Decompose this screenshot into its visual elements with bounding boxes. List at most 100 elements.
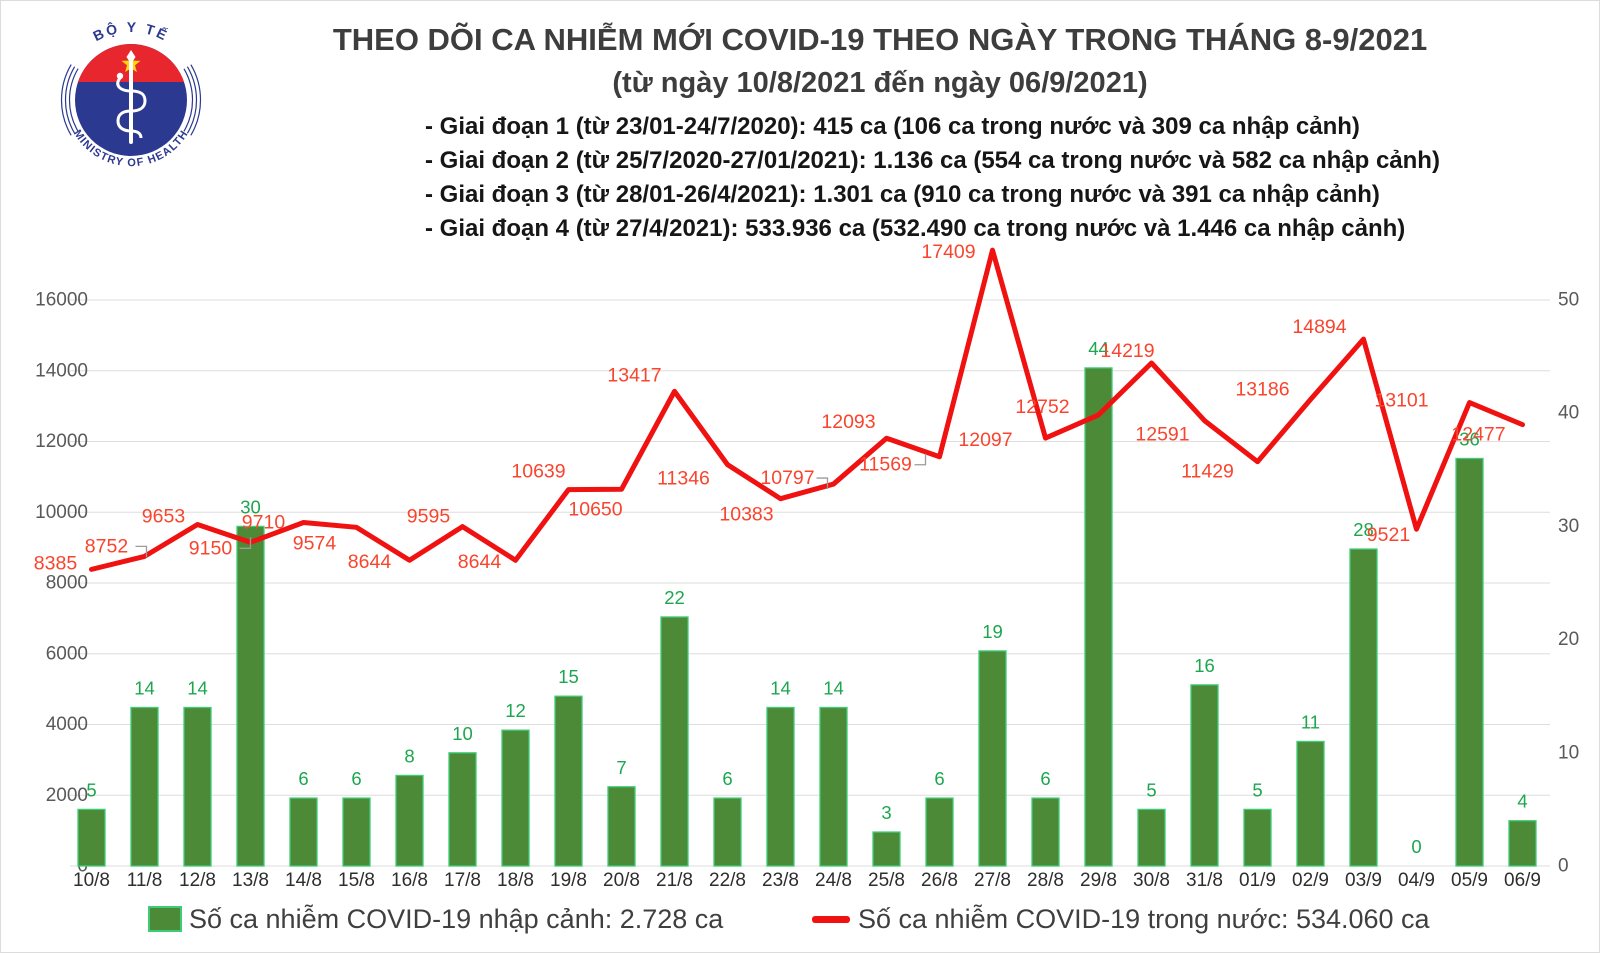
y-axis-right-label: 40 — [1558, 403, 1579, 424]
imported-bar — [1137, 808, 1166, 867]
x-axis-label: 01/9 — [1239, 870, 1276, 891]
imported-bar — [1190, 684, 1219, 867]
page-title: THEO DÕI CA NHIỄM MỚI COVID-19 THEO NGÀY… — [332, 22, 1428, 57]
imported-bar — [183, 706, 212, 867]
imported-bar-label: 5 — [1146, 779, 1156, 800]
imported-bar-label: 14 — [770, 678, 791, 699]
x-axis-label: 02/9 — [1292, 870, 1329, 891]
imported-bar-label: 14 — [187, 678, 208, 699]
imported-bar-label: 4 — [1517, 791, 1527, 812]
label-callout — [914, 453, 927, 466]
x-axis-label: 25/8 — [868, 870, 905, 891]
imported-bar-label: 8 — [404, 745, 414, 766]
imported-bar-label: 12 — [505, 700, 526, 721]
imported-bar — [1349, 548, 1378, 867]
domestic-line-label: 14894 — [1292, 316, 1346, 338]
domestic-line-label: 11429 — [1181, 461, 1234, 483]
imported-bar — [872, 831, 901, 867]
imported-bar-label: 10 — [452, 723, 473, 744]
y-axis-right-label: 20 — [1558, 629, 1579, 650]
imported-bar — [1031, 797, 1060, 867]
logo-side-arcs — [60, 29, 202, 171]
imported-bar — [1084, 367, 1113, 867]
x-axis-label: 27/8 — [974, 870, 1011, 891]
x-axis-label: 05/9 — [1451, 870, 1488, 891]
x-axis-label: 14/8 — [285, 870, 322, 891]
domestic-line-label: 12477 — [1451, 424, 1505, 446]
domestic-line-label: 9574 — [293, 532, 337, 554]
imported-bar-label: 16 — [1194, 655, 1215, 676]
imported-bar — [501, 729, 530, 867]
x-axis-label: 04/9 — [1398, 870, 1435, 891]
x-axis-label: 31/8 — [1186, 870, 1223, 891]
imported-bar — [1243, 808, 1272, 867]
y-axis-left-label: 2000 — [46, 785, 88, 806]
x-axis-label: 23/8 — [762, 870, 799, 891]
imported-bar-label: 44 — [1088, 338, 1109, 359]
domestic-line-label: 8644 — [458, 551, 502, 573]
imported-bar — [289, 797, 318, 867]
x-axis-label: 15/8 — [338, 870, 375, 891]
imported-bar — [342, 797, 371, 867]
legend-imported: Số ca nhiễm COVID-19 nhập cảnh: 2.728 ca — [148, 899, 723, 939]
imported-bar-label: 15 — [558, 666, 579, 687]
imported-bar-label: 3 — [881, 802, 891, 823]
phase-line-2: - Giai đoạn 2 (từ 25/7/2020-27/01/2021):… — [425, 147, 1440, 174]
domestic-line-label: 9595 — [407, 506, 451, 528]
domestic-line-label: 17409 — [921, 241, 975, 263]
x-axis-label: 12/8 — [179, 870, 216, 891]
domestic-line-label: 11569 — [859, 454, 912, 476]
domestic-line-label: 8644 — [348, 551, 392, 573]
x-axis-label: 24/8 — [815, 870, 852, 891]
x-axis-label: 28/8 — [1027, 870, 1064, 891]
legend-imported-label: Số ca nhiễm COVID-19 nhập cảnh: 2.728 ca — [189, 903, 724, 934]
imported-bar — [130, 706, 159, 867]
moh-logo: BỘ Y TẾ MINISTRY OF HEALTH — [60, 19, 202, 171]
label-callout — [135, 545, 148, 558]
legend-domestic: Số ca nhiễm COVID-19 trong nước: 534.060… — [812, 899, 1430, 939]
y-axis-right-label: 30 — [1558, 516, 1579, 537]
domestic-line-label: 13101 — [1374, 390, 1428, 412]
imported-bar-label: 5 — [86, 779, 96, 800]
x-axis-label: 10/8 — [73, 870, 110, 891]
imported-bar — [978, 650, 1007, 867]
page-subtitle: (từ ngày 10/8/2021 đến ngày 06/9/2021) — [612, 67, 1148, 99]
imported-bar-label: 7 — [616, 757, 626, 778]
imported-bar-label: 14 — [823, 678, 844, 699]
x-axis-label: 22/8 — [709, 870, 746, 891]
domestic-line — [89, 247, 1525, 572]
domestic-line-label: 9710 — [242, 512, 286, 534]
imported-bar — [1508, 820, 1537, 867]
domestic-line-label: 10383 — [719, 504, 773, 526]
x-axis-label: 11/8 — [127, 870, 163, 891]
domestic-line-label: 12093 — [821, 411, 875, 433]
domestic-line-label: 10650 — [568, 498, 622, 520]
imported-bar-label: 0 — [1411, 836, 1421, 857]
imported-bar — [925, 797, 954, 867]
imported-bar — [554, 695, 583, 867]
imported-bar-label: 30 — [240, 496, 261, 517]
x-axis-label: 29/8 — [1080, 870, 1117, 891]
y-axis-left-label: 12000 — [35, 431, 88, 452]
domestic-line-label: 12752 — [1015, 396, 1069, 418]
imported-bar-label: 6 — [722, 768, 732, 789]
imported-bar — [1296, 740, 1325, 867]
domestic-line-label: 9521 — [1367, 524, 1410, 546]
imported-bar — [819, 706, 848, 867]
label-callout — [239, 537, 252, 549]
imported-bar-label: 14 — [134, 678, 155, 699]
imported-bar-label: 28 — [1353, 519, 1374, 540]
y-axis-left-label: 6000 — [46, 643, 88, 664]
x-axis-label: 20/8 — [603, 870, 640, 891]
x-axis-label: 06/9 — [1504, 870, 1541, 891]
legend-line-swatch — [812, 915, 850, 923]
label-callout — [816, 477, 829, 490]
domestic-line-label: 11346 — [657, 468, 710, 490]
phase-annotations: - Giai đoạn 1 (từ 23/01-24/7/2020): 415 … — [425, 110, 1440, 246]
imported-bar — [448, 752, 477, 867]
imported-bar — [77, 808, 106, 867]
x-axis-label: 26/8 — [921, 870, 958, 891]
domestic-line-label: 13186 — [1235, 379, 1289, 401]
